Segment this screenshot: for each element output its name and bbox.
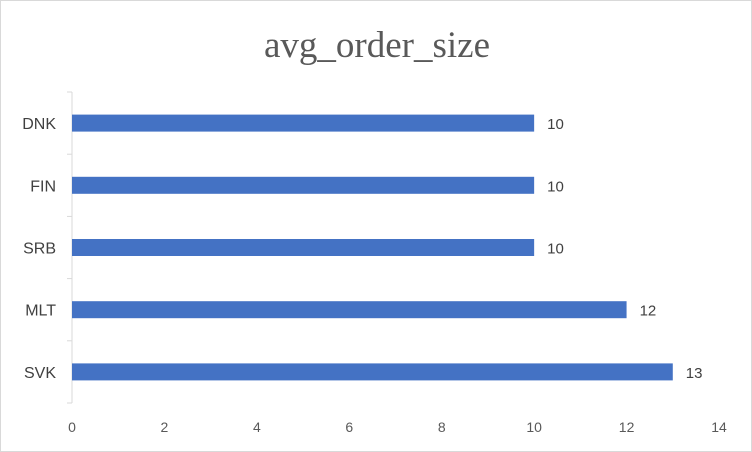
data-label-fin: 10: [547, 178, 564, 195]
chart-title: avg_order_size: [264, 25, 490, 66]
x-tick-label: 12: [619, 419, 635, 435]
category-label-dnk: DNK: [22, 116, 56, 133]
category-label-srb: SRB: [23, 241, 56, 258]
data-label-mlt: 12: [640, 303, 657, 320]
category-label-mlt: MLT: [25, 303, 56, 320]
bar-mlt: [72, 301, 627, 319]
x-tick-label: 2: [161, 419, 169, 435]
data-label-svk: 13: [686, 365, 703, 382]
bar-svk: [72, 363, 673, 381]
x-tick-label: 4: [253, 419, 261, 435]
x-tick-label: 14: [711, 419, 727, 435]
x-tick-label: 10: [526, 419, 542, 435]
data-label-dnk: 10: [547, 116, 564, 133]
x-tick-label: 8: [438, 419, 446, 435]
bar-fin: [72, 176, 535, 194]
x-tick-label: 0: [68, 419, 76, 435]
bar-dnk: [72, 114, 535, 132]
bar-srb: [72, 239, 535, 256]
category-label-svk: SVK: [24, 365, 56, 382]
x-tick-label: 6: [345, 419, 353, 435]
plot-area: DNK 10 FIN 10 SRB 10 MLT 12 SVK 13 0 2 4 6 8 10 12 14: [22, 91, 727, 435]
data-label-srb: 10: [547, 241, 564, 258]
category-label-fin: FIN: [30, 178, 56, 195]
